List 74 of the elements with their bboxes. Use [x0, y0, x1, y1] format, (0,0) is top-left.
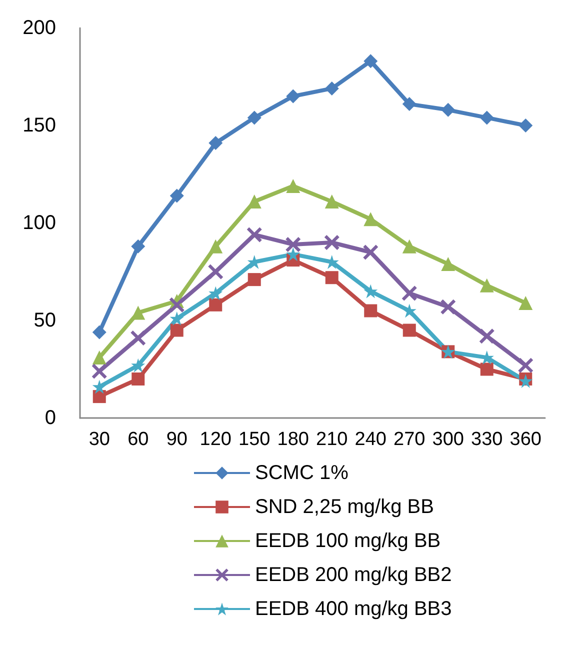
point	[286, 178, 300, 193]
point	[324, 194, 339, 209]
point	[364, 284, 378, 298]
x-tick-label: 90	[166, 429, 188, 450]
legend-label: EEDB 100 mg/kg BB	[255, 530, 441, 552]
point	[480, 278, 494, 292]
point	[92, 380, 106, 394]
x-tick-label: 150	[238, 429, 270, 450]
point	[248, 273, 261, 286]
point	[170, 188, 184, 203]
point	[286, 236, 301, 252]
x-tick-label: 60	[128, 429, 149, 450]
point	[132, 372, 145, 386]
point	[208, 239, 223, 254]
y-tick-label: 200	[22, 17, 56, 39]
point	[364, 54, 378, 68]
point	[325, 271, 338, 284]
point	[170, 312, 184, 326]
point	[208, 136, 223, 150]
x-tick-label: 210	[316, 429, 348, 450]
point	[324, 81, 339, 96]
point	[363, 244, 378, 260]
x-tick-label: 180	[277, 429, 309, 450]
y-tick-label: 50	[34, 310, 56, 332]
x-tick-label: 30	[88, 429, 110, 450]
legend-label: SND 2,25 mg/kg BB	[255, 496, 434, 518]
point	[518, 296, 533, 310]
point	[286, 89, 300, 104]
point	[518, 118, 533, 132]
point	[131, 306, 146, 320]
point	[92, 390, 106, 404]
point	[402, 97, 416, 112]
point	[440, 299, 456, 314]
x-tick-label: 240	[354, 429, 386, 450]
point	[209, 298, 222, 312]
point	[479, 328, 494, 344]
point	[402, 304, 416, 318]
point	[364, 304, 378, 318]
point	[480, 362, 494, 376]
point	[170, 324, 184, 337]
point	[131, 358, 146, 372]
point	[208, 264, 224, 280]
point	[247, 110, 262, 125]
x-tick-label: 360	[510, 429, 542, 450]
point	[324, 235, 340, 250]
point	[518, 358, 534, 373]
x-tick-label: 300	[432, 429, 464, 450]
legend-label: EEDB 400 mg/kg BB3	[255, 598, 452, 620]
point	[441, 102, 456, 117]
point	[92, 325, 106, 340]
point	[402, 286, 417, 301]
legend-label: EEDB 200 mg/kg BB2	[255, 564, 452, 586]
point	[92, 364, 107, 379]
x-tick-label: 270	[394, 429, 426, 450]
x-tick-label: 120	[200, 429, 232, 450]
point	[131, 239, 146, 254]
point	[92, 350, 106, 365]
y-tick-label: 150	[22, 114, 56, 136]
legend-label: SCMC 1%	[255, 462, 349, 484]
y-tick-label: 100	[22, 212, 56, 234]
point	[402, 324, 416, 337]
point	[402, 239, 416, 254]
point	[441, 256, 456, 271]
point	[130, 330, 146, 346]
point	[286, 247, 300, 262]
x-tick-label: 330	[471, 429, 503, 450]
point	[208, 286, 223, 300]
y-tick-label: 0	[44, 407, 56, 429]
point	[169, 297, 184, 312]
point	[246, 227, 262, 242]
point	[518, 374, 533, 388]
point	[480, 110, 494, 125]
point	[247, 194, 262, 209]
point	[364, 212, 378, 226]
